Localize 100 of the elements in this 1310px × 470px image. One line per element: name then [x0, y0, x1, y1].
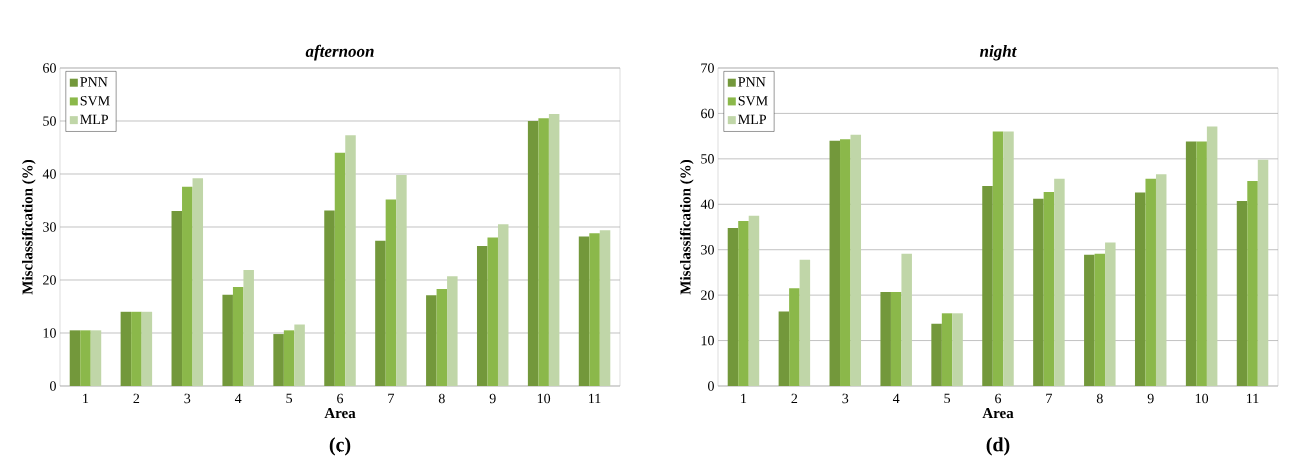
x-tick-label: 8 — [1096, 393, 1103, 404]
x-tick-label: 11 — [1247, 393, 1259, 404]
x-tick-label: 4 — [892, 393, 900, 403]
x-tick-label: 8 — [438, 393, 445, 404]
chart-title: afternoon — [305, 44, 374, 61]
bar — [1094, 253, 1106, 386]
legend-label: MLP — [738, 114, 767, 124]
legend-label: PNN — [738, 77, 766, 87]
x-tick-label: 1 — [741, 393, 747, 404]
bar — [141, 311, 153, 386]
bar — [941, 313, 953, 386]
bar — [396, 175, 407, 386]
bar — [1206, 126, 1218, 386]
text: (c) — [329, 437, 351, 456]
x-tick-label: 9 — [1147, 393, 1154, 404]
x-tick-label: 3 — [842, 393, 849, 404]
bar — [232, 286, 244, 386]
bar — [548, 114, 560, 386]
x-tick-label: 6 — [337, 393, 344, 404]
legend-label: PNN — [80, 77, 108, 87]
bar — [1043, 192, 1055, 386]
bar — [589, 233, 600, 386]
bar — [599, 230, 611, 386]
bar — [222, 294, 233, 386]
y-tick-label: 30 — [43, 222, 56, 232]
bar — [80, 330, 91, 386]
bar — [982, 186, 993, 386]
bar — [727, 227, 739, 386]
x-tick-label: 2 — [791, 393, 798, 404]
bar — [1247, 181, 1258, 386]
bar — [1185, 141, 1197, 386]
bar — [90, 330, 102, 386]
bar — [385, 199, 397, 386]
x-tick-label: 7 — [1046, 393, 1053, 403]
x-tick-label: 3 — [184, 393, 191, 404]
x-axis-title: Area — [982, 408, 1014, 419]
x-tick-label: 10 — [1195, 393, 1209, 404]
bar — [1054, 178, 1065, 386]
bar — [1033, 198, 1044, 386]
legend-label: SVM — [80, 96, 110, 106]
x-tick-label: 7 — [388, 393, 395, 403]
bar — [578, 236, 590, 386]
bar — [778, 311, 790, 386]
bar — [1257, 159, 1269, 386]
bar — [952, 313, 963, 386]
y-tick-label: 60 — [701, 108, 714, 119]
bar — [476, 246, 488, 386]
y-tick-label: 40 — [700, 199, 714, 209]
y-tick-label: 60 — [43, 63, 56, 73]
y-axis-title: Misclassification (%) — [679, 159, 694, 295]
bar — [497, 224, 509, 386]
y-tick-label: 10 — [43, 328, 56, 338]
bar — [931, 323, 942, 386]
x-tick-label: 5 — [944, 393, 951, 404]
y-tick-label: 30 — [701, 244, 714, 255]
bar — [1003, 131, 1014, 386]
x-tick-label: 5 — [286, 393, 293, 404]
y-tick-label: 0 — [50, 381, 56, 391]
bar — [901, 253, 912, 386]
x-tick-label: 2 — [133, 393, 140, 404]
bar — [799, 259, 811, 386]
bar — [850, 134, 862, 386]
bar — [334, 152, 346, 386]
bar — [171, 211, 183, 386]
bar — [426, 295, 437, 386]
bar — [538, 118, 549, 386]
bar — [829, 140, 841, 386]
bar — [131, 311, 142, 386]
bar — [738, 221, 749, 386]
bar — [1196, 141, 1207, 386]
bar — [69, 330, 81, 386]
bar — [527, 120, 539, 386]
bar — [890, 291, 902, 386]
x-axis-title: Area — [324, 408, 356, 419]
bar — [1155, 174, 1167, 386]
bar — [243, 269, 254, 386]
chart-title: night — [979, 45, 1017, 61]
bar — [748, 215, 760, 386]
bar — [182, 186, 193, 386]
x-tick-label: 1 — [83, 393, 89, 404]
text: (d) — [986, 437, 1010, 456]
bar — [345, 135, 356, 386]
bar — [789, 288, 800, 386]
bar — [1236, 201, 1248, 386]
bar — [992, 131, 1004, 386]
bar — [840, 139, 851, 386]
bar — [324, 210, 335, 386]
y-tick-label: 20 — [701, 290, 714, 300]
bar — [283, 330, 295, 386]
bar — [1134, 192, 1146, 386]
bar — [120, 311, 132, 386]
y-tick-label: 50 — [43, 116, 56, 126]
y-tick-label: 50 — [701, 154, 714, 164]
legend-label: SVM — [738, 96, 768, 106]
bar — [880, 291, 891, 386]
y-axis-title: Misclassification (%) — [21, 159, 36, 295]
bar — [192, 178, 204, 386]
bar — [1145, 178, 1156, 386]
bar — [1105, 242, 1116, 386]
y-tick-label: 0 — [708, 381, 714, 391]
